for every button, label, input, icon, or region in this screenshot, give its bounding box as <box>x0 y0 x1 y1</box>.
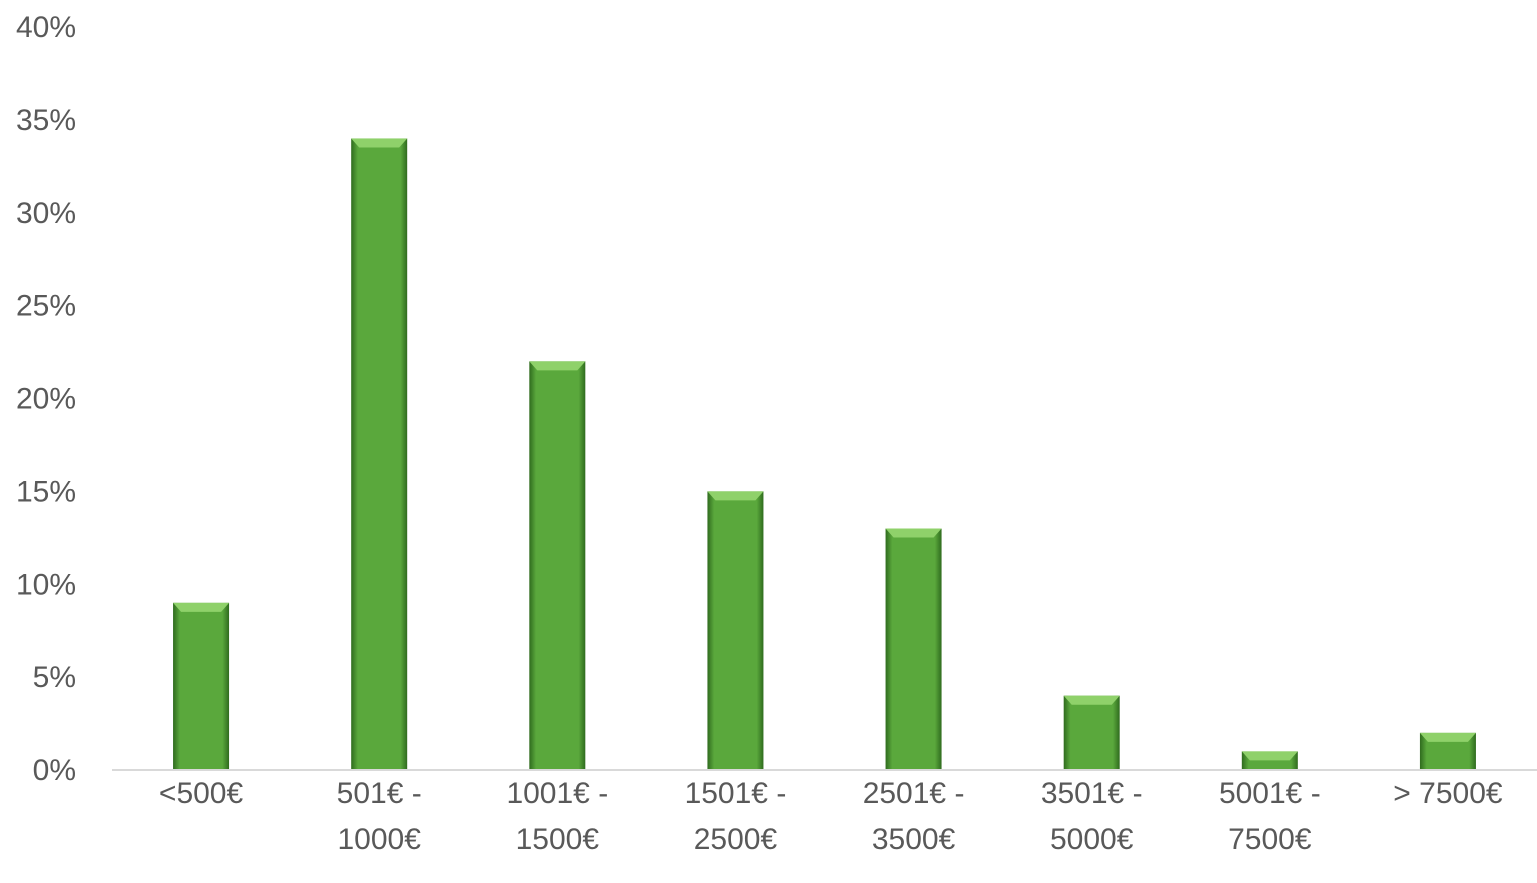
y-tick-label: 0% <box>33 754 76 787</box>
y-tick-label: 10% <box>16 568 76 601</box>
bar <box>529 361 586 770</box>
y-axis-tick-labels: 0% 5% 10% 15% 20% 25% 30% 35% 40% <box>16 11 76 787</box>
bar-bevel-highlight <box>707 491 764 501</box>
bar-bevel-highlight <box>885 528 942 538</box>
y-tick-label: 20% <box>16 383 76 416</box>
x-tick-label: 2501€ - <box>863 777 965 810</box>
bar-body <box>173 602 230 770</box>
y-tick-label: 15% <box>16 475 76 508</box>
x-tick-label: 1500€ <box>516 823 600 856</box>
bar-bevel-highlight <box>529 361 586 371</box>
bar-body <box>529 361 586 770</box>
bar-bevel-highlight <box>1063 695 1120 705</box>
x-tick-label: 3501€ - <box>1041 777 1143 810</box>
x-tick-label: 5001€ - <box>1219 777 1321 810</box>
bar <box>1063 695 1120 770</box>
bar <box>1241 751 1298 770</box>
bar-bevel-highlight <box>351 138 408 148</box>
y-tick-label: 5% <box>33 661 76 694</box>
x-tick-label: 2500€ <box>694 823 778 856</box>
bar <box>885 528 942 770</box>
x-tick-label: 1501€ - <box>685 777 787 810</box>
bar-bevel-highlight <box>173 602 230 612</box>
x-tick-label: 1000€ <box>337 823 421 856</box>
bar <box>173 602 230 770</box>
x-tick-label: 5000€ <box>1050 823 1134 856</box>
bar-bevel-highlight <box>1419 732 1476 742</box>
x-tick-label: 1001€ - <box>506 777 608 810</box>
x-tick-label: 501€ - <box>337 777 422 810</box>
bars <box>173 138 1476 770</box>
bar <box>707 491 764 770</box>
x-tick-label: 3500€ <box>872 823 956 856</box>
y-tick-label: 35% <box>16 104 76 137</box>
y-tick-label: 25% <box>16 290 76 323</box>
bar-body <box>885 528 942 770</box>
x-tick-label: <500€ <box>159 777 244 810</box>
bar-body <box>1063 695 1120 770</box>
bar-body <box>351 138 408 770</box>
bar <box>351 138 408 770</box>
bar <box>1419 732 1476 770</box>
x-tick-label: 7500€ <box>1228 823 1312 856</box>
y-tick-label: 30% <box>16 197 76 230</box>
bar-body <box>707 491 764 770</box>
x-axis-tick-labels: <500€ 501€ - 1000€ 1001€ - 1500€ 1501€ - 2500€… <box>159 777 1503 856</box>
x-tick-label: > 7500€ <box>1393 777 1503 810</box>
bar-bevel-highlight <box>1241 751 1298 761</box>
y-tick-label: 40% <box>16 11 76 44</box>
